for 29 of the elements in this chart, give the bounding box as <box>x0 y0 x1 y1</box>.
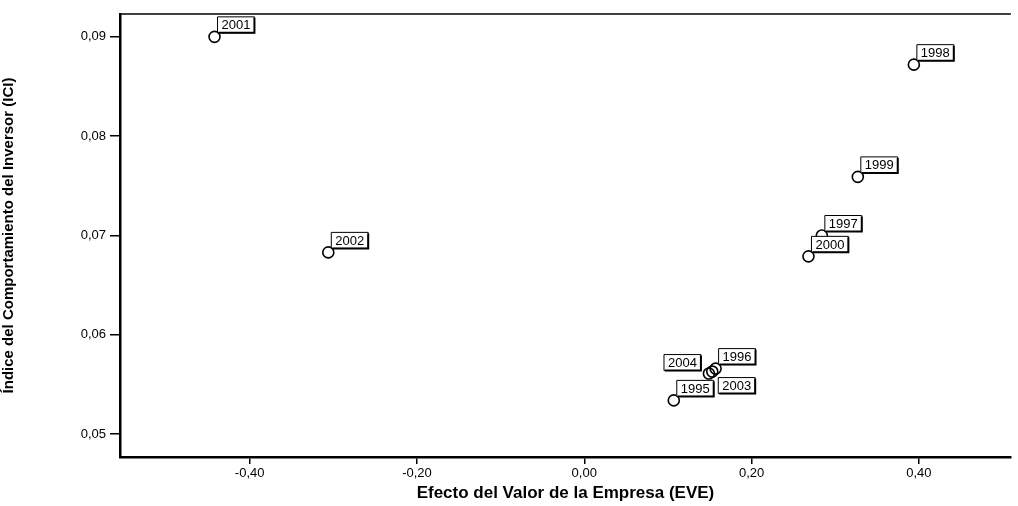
point <box>709 362 722 375</box>
y-tick-label: 0,07 <box>80 227 106 243</box>
y-tick-label: 0,08 <box>80 127 106 143</box>
y-axis-title: Índice del Comportamiento del Inversor (ICI) <box>0 77 17 394</box>
annotation: 2003 <box>722 378 752 394</box>
annotation: 2004 <box>667 355 697 371</box>
x-tick-label: -0,20 <box>402 465 432 481</box>
annotation: 2000 <box>815 236 845 252</box>
x-tick-label: 0,40 <box>906 465 932 481</box>
y-tick-label: 0,05 <box>80 425 106 441</box>
point <box>667 394 681 407</box>
point <box>208 30 221 44</box>
point <box>851 170 865 184</box>
point <box>802 250 815 263</box>
annotation: 1995 <box>680 380 710 396</box>
annotation: 1999 <box>864 157 894 173</box>
x-tick-label: 0,20 <box>738 465 765 481</box>
y-tick-label: 0,06 <box>80 326 106 342</box>
annotation: 1998 <box>920 45 950 61</box>
annotation: 1997 <box>828 216 858 232</box>
x-tick-label: -0,40 <box>234 465 265 481</box>
point <box>907 58 921 71</box>
annotation: 2002 <box>335 232 365 248</box>
y-tick-label: 0,09 <box>80 28 106 44</box>
x-axis-title: Efecto del Valor de la Empresa (EVE) <box>416 483 715 503</box>
x-tick-label: 0,00 <box>571 465 597 481</box>
annotation: 1996 <box>722 349 752 365</box>
annotation: 2001 <box>221 17 251 33</box>
point <box>322 246 335 259</box>
